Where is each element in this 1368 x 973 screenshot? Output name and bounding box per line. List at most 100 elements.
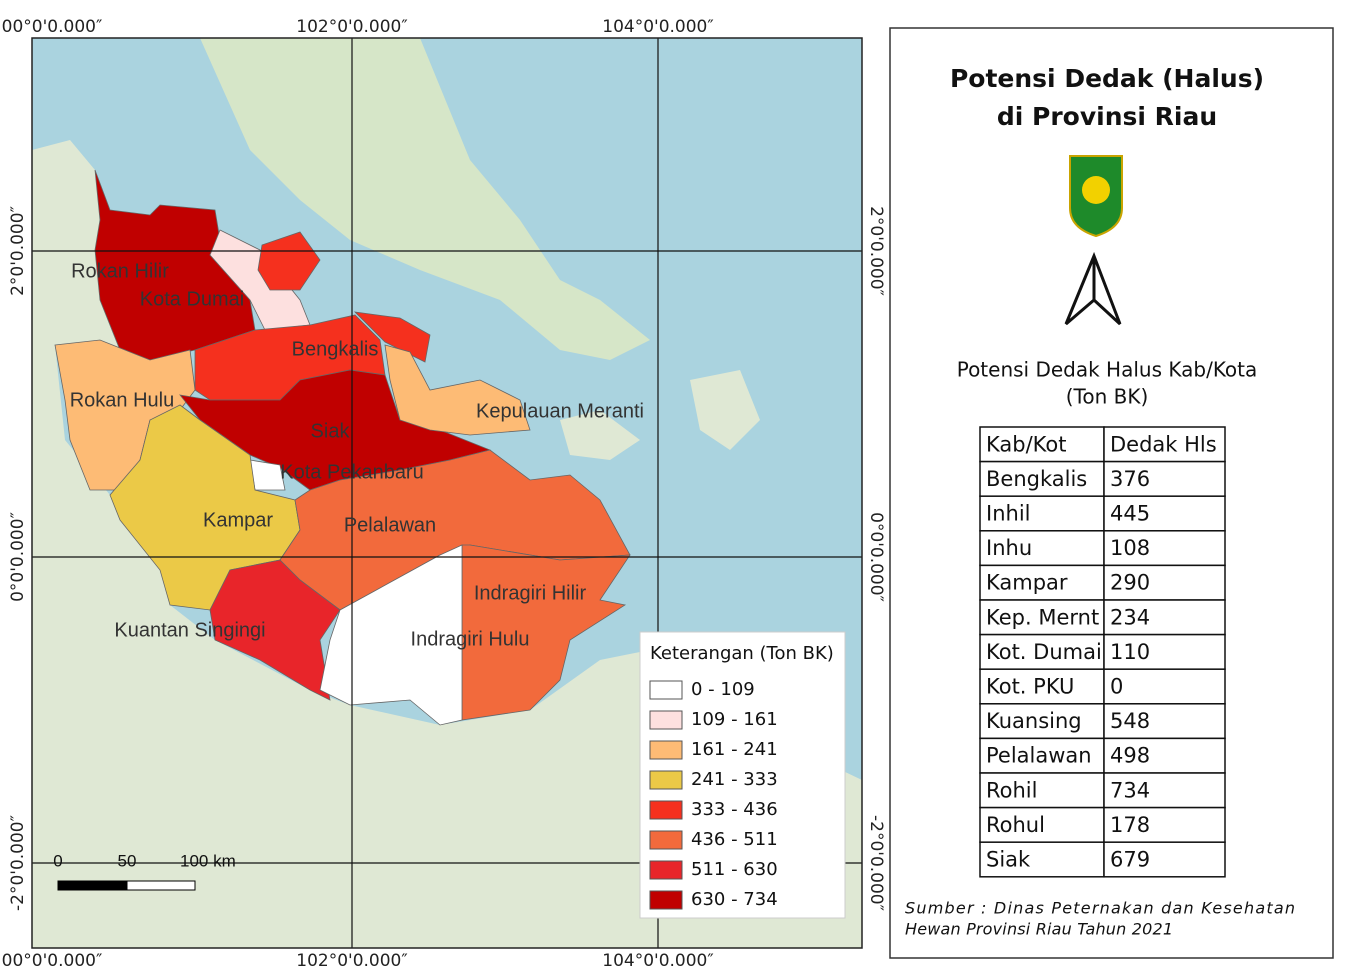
table-title: (Ton BK): [1066, 385, 1149, 409]
legend-swatch: [649, 800, 683, 820]
table-cell: [1103, 772, 1226, 809]
region: [319, 544, 463, 726]
table-cell: [1103, 460, 1226, 497]
region-label: Siak: [311, 420, 351, 442]
source-text: Hewan Provinsi Riau Tahun 2021: [905, 920, 1173, 939]
land-peninsula: [200, 38, 650, 360]
coord-label: 0°0'0.000″: [866, 512, 886, 602]
region-label: Indragiri Hulu: [411, 628, 530, 650]
table-cell: [1103, 668, 1226, 705]
coord-label: 00°0'0.000″: [2, 951, 103, 971]
table-text: Kab/Kot: [986, 432, 1066, 456]
emblem-center: [1082, 176, 1110, 204]
scale-segment: [57, 880, 128, 891]
table-text: 110: [1110, 640, 1150, 664]
table-cell: [1103, 633, 1226, 670]
table-text: 734: [1110, 778, 1150, 802]
table-text: Rohul: [986, 813, 1045, 837]
scale-segment: [126, 880, 196, 891]
table-cell: [1103, 530, 1226, 567]
table-cell: [1103, 841, 1226, 878]
coord-label: 104°0'0.000″: [602, 951, 713, 971]
table-text: 445: [1110, 502, 1150, 526]
table-cell: [979, 841, 1105, 878]
region: [209, 559, 341, 701]
legend-swatch: [649, 740, 683, 760]
coord-label: 2°0'0.000″: [8, 206, 28, 296]
source-text: Sumber : Dinas Peternakan dan Kesehatan: [905, 899, 1295, 918]
region-label: Kepulauan Meranti: [476, 400, 644, 422]
region: [384, 344, 531, 436]
region-label: Pelalawan: [344, 514, 436, 536]
region: [461, 544, 631, 721]
legend-swatch: [649, 710, 683, 730]
region-label: Indragiri Hilir: [474, 582, 587, 604]
table-text: Kot. PKU: [986, 675, 1074, 699]
region-label: Rokan Hulu: [70, 389, 175, 411]
table-text: Bengkalis: [986, 467, 1087, 491]
scale-label: 0: [53, 851, 62, 870]
region: [94, 169, 256, 361]
coord-label: 104°0'0.000″: [602, 17, 713, 37]
legend-label: 109 - 161: [691, 709, 778, 730]
table-cell: [1103, 495, 1226, 532]
legend-label: 0 - 109: [691, 679, 755, 700]
table-text: Dedak Hls: [1110, 432, 1217, 456]
legend-title: Keterangan (Ton BK): [650, 643, 834, 664]
region-label: Kota Dumai: [140, 288, 245, 310]
table-title: Potensi Dedak Halus Kab/Kota: [957, 358, 1258, 382]
region-label: Kuantan Singingi: [114, 619, 265, 641]
land-island: [560, 410, 640, 460]
legend-label: 436 - 511: [691, 829, 778, 850]
legend-swatch: [649, 860, 683, 880]
table-text: 679: [1110, 848, 1150, 872]
table-text: 108: [1110, 536, 1150, 560]
region-label: Kampar: [203, 509, 273, 531]
table-text: Kep. Mernt: [986, 605, 1099, 629]
table-cell: [1103, 737, 1226, 774]
legend-label: 161 - 241: [691, 739, 778, 760]
coord-label: 102°0'0.000″: [296, 951, 407, 971]
legend-swatch: [649, 830, 683, 850]
legend-label: 241 - 333: [691, 769, 778, 790]
table-cell: [979, 460, 1105, 497]
north-arrow: [1064, 251, 1122, 326]
scale-label: 50: [118, 851, 137, 870]
legend-swatch: [649, 890, 683, 910]
land-island: [690, 370, 760, 450]
region: [257, 231, 321, 291]
table-cell: [979, 530, 1105, 567]
coord-label: -2°0'0.000″: [8, 815, 28, 911]
table-text: 178: [1110, 813, 1150, 837]
table-text: Kampar: [986, 571, 1068, 595]
region-label: Bengkalis: [292, 338, 379, 360]
table-text: Inhu: [986, 536, 1032, 560]
panel-title: Potensi Dedak (Halus): [950, 64, 1264, 93]
coord-label: 00°0'0.000″: [2, 17, 103, 37]
scale-bar: [57, 880, 196, 891]
coord-label: -2°0'0.000″: [866, 815, 886, 911]
legend-label: 333 - 436: [691, 799, 778, 820]
table-text: 548: [1110, 709, 1150, 733]
legend-swatch: [649, 680, 683, 700]
table-text: Rohil: [986, 778, 1037, 802]
legend-swatch: [649, 770, 683, 790]
emblem: [1069, 155, 1123, 238]
table-text: Kuansing: [986, 709, 1082, 733]
panel-title: di Provinsi Riau: [997, 102, 1217, 131]
table-text: 234: [1110, 605, 1150, 629]
table-text: 290: [1110, 571, 1150, 595]
table-cell: [1103, 426, 1226, 463]
region-label: Rokan Hilir: [71, 260, 169, 282]
coord-label: 0°0'0.000″: [8, 512, 28, 602]
table-cell: [979, 806, 1105, 843]
table-text: 498: [1110, 744, 1150, 768]
region: [353, 311, 431, 363]
coord-label: 2°0'0.000″: [866, 206, 886, 296]
table-cell: [979, 426, 1105, 463]
table-text: Pelalawan: [986, 744, 1092, 768]
table-text: Kot. Dumai: [986, 640, 1102, 664]
scale-label: 100 km: [180, 851, 236, 870]
legend-label: 511 - 630: [691, 859, 778, 880]
region-label: Kota Pekanbaru: [280, 461, 423, 483]
